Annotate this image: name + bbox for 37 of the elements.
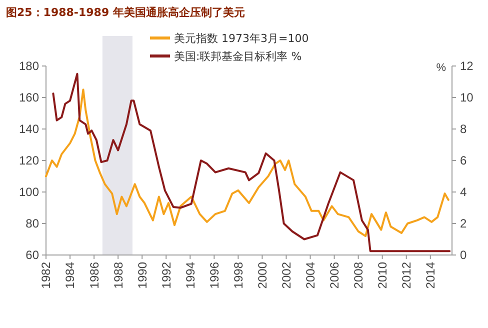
x-tick-label: 2004 <box>303 262 318 289</box>
x-tick-label: 2002 <box>279 262 294 289</box>
y2-tick-label: 12 <box>460 59 474 74</box>
chart-title: 图25：1988-1989 年美国通胀高企压制了美元 <box>6 6 245 19</box>
y-tick-label: 180 <box>18 59 40 74</box>
y-tick-label: 100 <box>18 185 40 200</box>
y-tick-label: 80 <box>26 216 40 231</box>
legend-label: 美元指数 1973年3月=100 <box>174 32 309 45</box>
y-tick-label: 120 <box>18 154 40 168</box>
x-tick-label: 1994 <box>183 262 198 289</box>
x-tick-label: 1988 <box>111 262 126 289</box>
x-tick-label: 2010 <box>376 262 390 289</box>
line-series <box>52 72 451 252</box>
y-tick-label: 160 <box>18 90 40 105</box>
line-series <box>45 88 450 238</box>
x-tick-label: 2008 <box>352 262 366 289</box>
y2-tick-label: 6 <box>460 154 467 168</box>
x-tick-label: 2006 <box>327 262 342 289</box>
y2-tick-label: 2 <box>460 216 467 231</box>
x-tick-label: 1996 <box>207 262 222 289</box>
x-tick-label: 1982 <box>39 262 54 289</box>
y2-tick-label: 4 <box>460 185 467 200</box>
x-tick-label: 1990 <box>135 262 150 289</box>
x-tick-label: 1998 <box>231 262 246 289</box>
y2-tick-label: 8 <box>460 122 467 136</box>
x-tick-label: 2012 <box>400 262 414 289</box>
y-tick-label: 60 <box>26 248 40 262</box>
x-tick-label: 1984 <box>63 262 78 289</box>
x-tick-label: 1986 <box>87 262 102 289</box>
x-tick-label: 1992 <box>159 262 174 289</box>
legend-label: 美国:联邦基金目标利率 % <box>174 50 302 63</box>
x-tick-label: 2000 <box>255 262 270 289</box>
y2-axis-title: % <box>436 62 446 74</box>
y2-tick-label: 0 <box>460 248 467 262</box>
y2-tick-label: 10 <box>460 90 474 105</box>
y-tick-label: 140 <box>18 122 40 136</box>
x-tick-label: 2014 <box>424 262 438 289</box>
